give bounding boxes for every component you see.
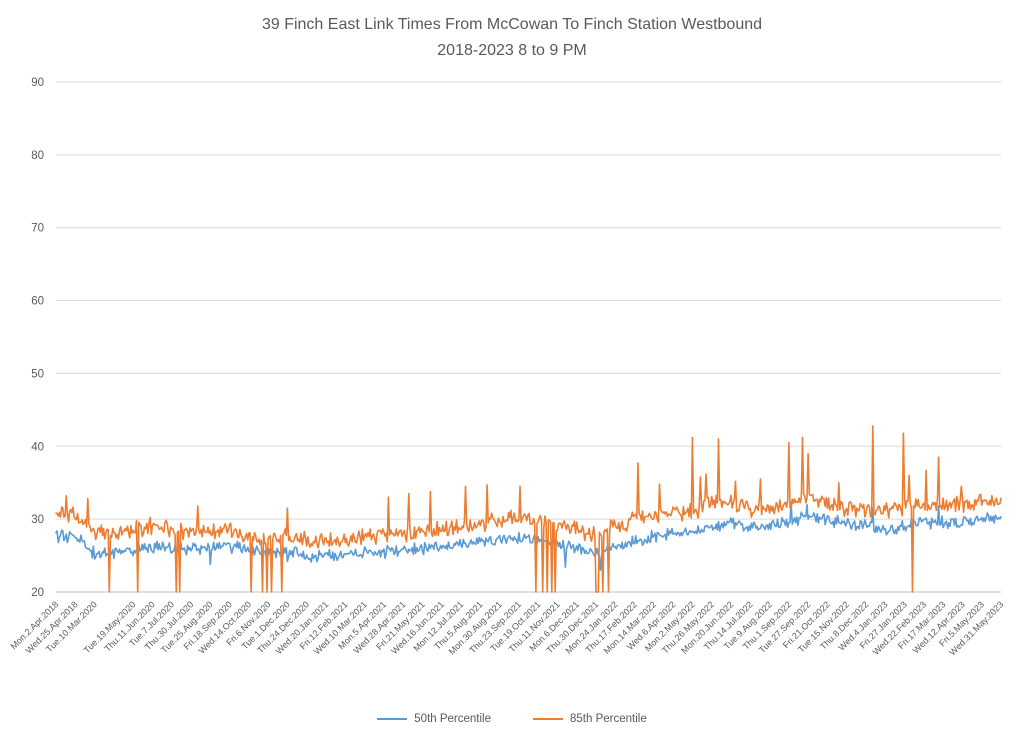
legend-item-85th-percentile[interactable]: 85th Percentile [533,713,647,725]
chart-subtitle: 2018-2023 8 to 9 PM [437,42,587,59]
y-axis-tick-label: 50 [31,368,44,380]
series-line-50th-percentile[interactable] [55,501,1002,571]
series-line-85th-percentile[interactable] [55,425,1002,593]
y-axis-tick-label: 40 [31,441,44,453]
y-axis-tick-label: 30 [31,514,44,526]
y-axis-tick-label: 20 [31,587,44,599]
legend-line-marker-85th [533,718,563,720]
legend-label-85th: 85th Percentile [570,713,647,725]
legend-label-50th: 50th Percentile [414,713,491,725]
legend: 50th Percentile 85th Percentile [0,713,1024,725]
y-axis-tick-label: 60 [31,296,44,308]
y-axis-tick-label: 70 [31,223,44,235]
chart-title: 39 Finch East Link Times From McCowan To… [261,16,763,33]
legend-line-marker-50th [377,718,408,720]
legend-item-50th-percentile[interactable]: 50th Percentile [377,713,491,725]
y-axis-tick-label: 90 [31,77,44,89]
chart-title-block: 39 Finch East Link Times From McCowan To… [0,12,1024,63]
y-axis-tick-label: 80 [31,150,44,162]
